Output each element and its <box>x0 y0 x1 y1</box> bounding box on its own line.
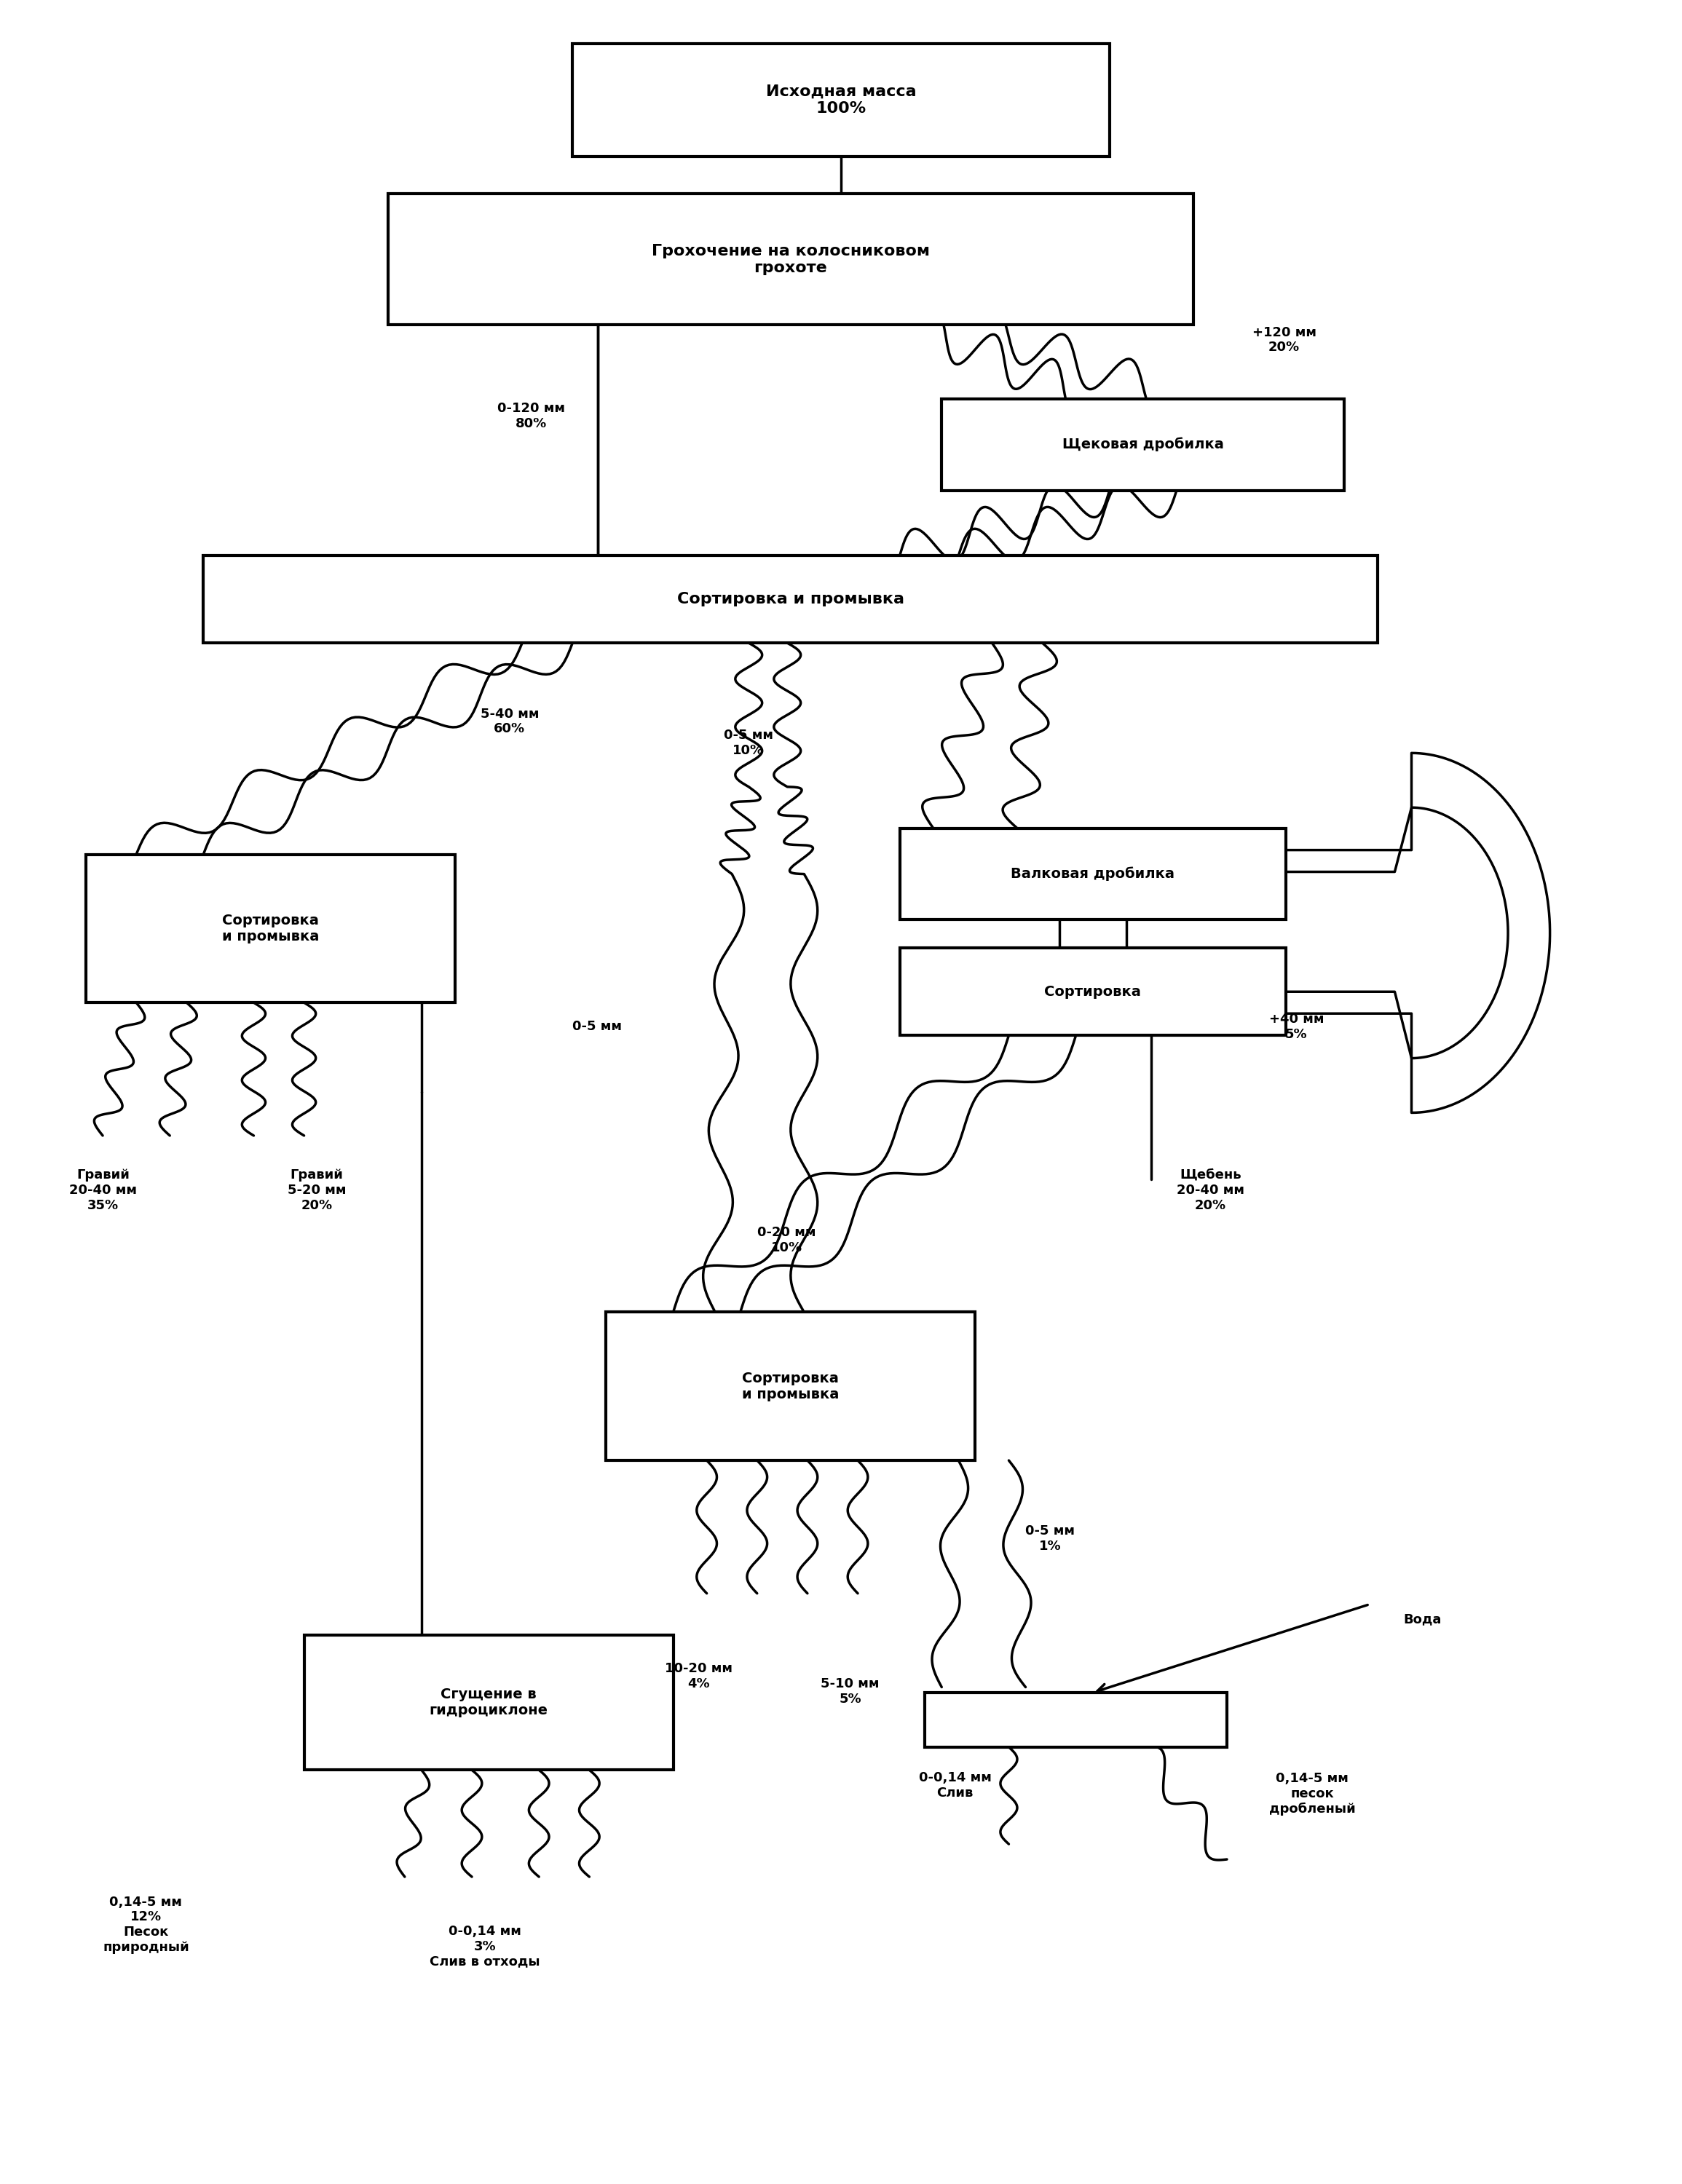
Text: Исходная масса
100%: Исходная масса 100% <box>765 85 917 116</box>
FancyBboxPatch shape <box>304 1636 673 1769</box>
Text: +40 мм
5%: +40 мм 5% <box>1268 1013 1324 1042</box>
Text: Щебень
20-40 мм
20%: Щебень 20-40 мм 20% <box>1177 1168 1245 1212</box>
Text: Щековая дробилка: Щековая дробилка <box>1063 437 1224 452</box>
Text: 0-5 мм: 0-5 мм <box>572 1020 622 1033</box>
Text: Гравий
20-40 мм
35%: Гравий 20-40 мм 35% <box>69 1168 136 1212</box>
Text: 10-20 мм
4%: 10-20 мм 4% <box>664 1662 733 1690</box>
Text: Валковая дробилка: Валковая дробилка <box>1011 867 1174 880</box>
FancyBboxPatch shape <box>900 948 1285 1035</box>
Text: Сгущение в
гидроциклоне: Сгущение в гидроциклоне <box>429 1688 548 1717</box>
Text: Сортировка
и промывка: Сортировка и промывка <box>742 1372 839 1402</box>
Text: 0,14-5 мм
песок
дробленый: 0,14-5 мм песок дробленый <box>1268 1771 1356 1815</box>
Text: +120 мм
20%: +120 мм 20% <box>1251 325 1317 354</box>
Text: Сортировка
и промывка: Сортировка и промывка <box>222 913 320 943</box>
Text: 0-0,14 мм
3%
Слив в отходы: 0-0,14 мм 3% Слив в отходы <box>431 1924 540 1968</box>
Text: 0-0,14 мм
Слив: 0-0,14 мм Слив <box>918 1771 991 1800</box>
Text: 5-40 мм
60%: 5-40 мм 60% <box>481 708 538 736</box>
Text: 0-20 мм
10%: 0-20 мм 10% <box>757 1225 816 1254</box>
Text: 5-10 мм
5%: 5-10 мм 5% <box>821 1677 880 1706</box>
Text: Гравий
5-20 мм
20%: Гравий 5-20 мм 20% <box>288 1168 346 1212</box>
Text: Вода: Вода <box>1403 1614 1441 1627</box>
FancyBboxPatch shape <box>389 194 1193 325</box>
FancyBboxPatch shape <box>86 854 456 1002</box>
FancyBboxPatch shape <box>925 1693 1226 1747</box>
Text: 0-5 мм
10%: 0-5 мм 10% <box>723 729 774 758</box>
Text: 0,14-5 мм
12%
Песок
природный: 0,14-5 мм 12% Песок природный <box>103 1896 188 1955</box>
FancyBboxPatch shape <box>942 400 1344 491</box>
Text: Сортировка: Сортировка <box>1045 985 1140 998</box>
FancyBboxPatch shape <box>204 555 1378 642</box>
Text: Сортировка и промывка: Сортировка и промывка <box>678 592 905 607</box>
Text: 0-5 мм
1%: 0-5 мм 1% <box>1026 1524 1075 1553</box>
Text: Грохочение на колосниковом
грохоте: Грохочение на колосниковом грохоте <box>651 245 930 275</box>
Text: 0-120 мм
80%: 0-120 мм 80% <box>496 402 565 430</box>
FancyBboxPatch shape <box>572 44 1110 157</box>
FancyBboxPatch shape <box>900 828 1285 919</box>
FancyBboxPatch shape <box>606 1313 976 1461</box>
